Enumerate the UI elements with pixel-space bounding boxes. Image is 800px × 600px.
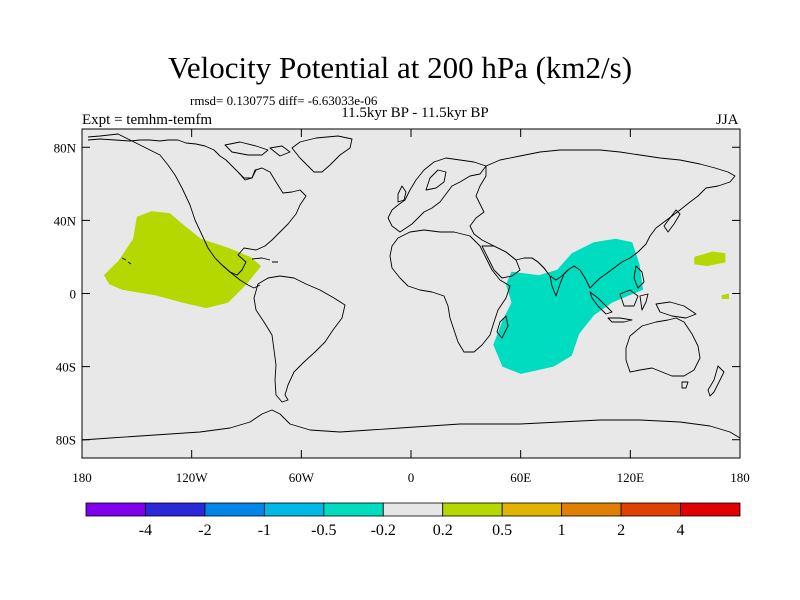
colorbar-swatch <box>382 502 444 517</box>
map-title: Velocity Potential at 200 hPa (km2/s) <box>167 50 633 85</box>
coastline-sulawesi <box>639 293 649 311</box>
coastline-asia <box>469 149 736 289</box>
coastline-borneo <box>619 289 639 307</box>
coastline-antarctica <box>81 409 741 441</box>
anomaly-region-west-pacific-positive <box>694 251 726 267</box>
coastline-central-america <box>221 264 261 289</box>
coastline-new-zealand <box>707 365 725 397</box>
season-label: JJA <box>716 112 739 128</box>
colorbar-label: 2 <box>617 522 625 539</box>
lat-tick-label: 40S <box>56 360 76 375</box>
coastline-europe <box>387 157 487 233</box>
coastline-philippines <box>633 265 645 289</box>
lon-tick-label: 120W <box>176 470 209 485</box>
colorbar-label: 0.2 <box>433 522 453 539</box>
lat-tick-label: 80S <box>56 433 76 448</box>
colorbar-swatch <box>620 502 681 517</box>
colorbar-label: -1 <box>258 522 271 539</box>
anomaly-region-indo-asia-negative <box>493 238 644 374</box>
latitude-axis: 80N 40N 0 40S 80S <box>54 140 740 448</box>
period-label: 11.5kyr BP - 11.5kyr BP <box>341 105 489 121</box>
anomaly-region-west-pacific-small-positive <box>721 293 729 299</box>
coastline-new-guinea <box>655 301 697 319</box>
coastline-scandinavia <box>425 169 447 191</box>
colorbar-label: -4 <box>139 522 152 539</box>
lat-tick-label: 80N <box>54 140 77 155</box>
colorbar-label: -0.5 <box>311 522 336 539</box>
anomaly-region-east-pacific-positive <box>103 211 262 309</box>
stats-label: rmsd= 0.130775 diff= -6.63033e-06 <box>190 93 378 108</box>
lon-tick-label: 60E <box>510 470 531 485</box>
lat-tick-label: 0 <box>70 287 77 302</box>
coastline-britain <box>397 185 407 203</box>
lon-tick-label: 180 <box>72 470 92 485</box>
colorbar-swatch <box>442 502 503 517</box>
colorbar-swatch <box>85 502 146 517</box>
colorbar-swatch <box>204 502 265 517</box>
coastline-greenland <box>291 135 353 173</box>
coastline-hawaii <box>121 257 132 265</box>
colorbar-label: 0.5 <box>492 522 512 539</box>
lon-tick-label: 0 <box>408 470 415 485</box>
anomaly-layer <box>103 211 729 374</box>
experiment-label: Expt = temhm-temfm <box>82 112 213 128</box>
colorbar-swatch <box>561 502 622 517</box>
coastline-india <box>531 257 569 297</box>
coastline-africa <box>389 229 511 353</box>
coastline-tasmania <box>681 381 689 389</box>
colorbar: -4 -2 -1 -0.5 -0.2 0.2 0.5 1 2 4 <box>85 502 741 539</box>
lon-tick-label: 60W <box>289 470 315 485</box>
coastline-madagascar <box>496 315 509 339</box>
lat-tick-label: 40N <box>54 213 77 228</box>
longitude-axis: 180 120W 60W 0 60E 120E 180 <box>72 129 750 485</box>
colorbar-label: -0.2 <box>371 522 396 539</box>
coastline-australia <box>625 317 701 377</box>
coastline-sumatra <box>589 291 613 315</box>
coastline-south-america <box>253 275 346 403</box>
lon-tick-label: 180 <box>730 470 750 485</box>
colorbar-swatch <box>323 502 384 517</box>
coastline-north-america <box>87 133 307 276</box>
coastline-hudson-bay <box>237 167 263 179</box>
coastline-arctic-islands <box>224 141 291 157</box>
colorbar-swatch <box>680 502 741 517</box>
map-plot-area <box>81 128 741 459</box>
lon-tick-label: 120E <box>617 470 645 485</box>
coastline-caribbean <box>251 257 278 263</box>
colorbar-label: -2 <box>198 522 211 539</box>
colorbar-swatch <box>501 502 563 517</box>
colorbar-label: 4 <box>677 522 685 539</box>
coastline-japan <box>663 209 681 233</box>
coastline-java <box>607 317 633 323</box>
colorbar-label: 1 <box>558 522 566 539</box>
colorbar-swatch <box>145 502 206 517</box>
colorbar-swatch <box>263 502 325 517</box>
coastlines <box>81 133 741 441</box>
